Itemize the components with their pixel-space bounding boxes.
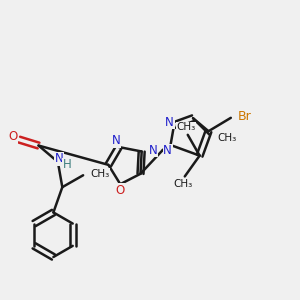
Text: CH₃: CH₃ [91,169,110,179]
Text: N: N [149,143,158,157]
Text: N: N [111,134,120,147]
Text: Br: Br [238,110,252,123]
Text: O: O [9,130,18,143]
Text: N: N [55,152,64,165]
Text: H: H [62,158,71,171]
Text: CH₃: CH₃ [174,179,193,189]
Text: N: N [163,145,172,158]
Text: O: O [116,184,125,196]
Text: N: N [165,116,174,129]
Text: CH₃: CH₃ [218,133,237,142]
Text: CH₃: CH₃ [177,122,196,132]
